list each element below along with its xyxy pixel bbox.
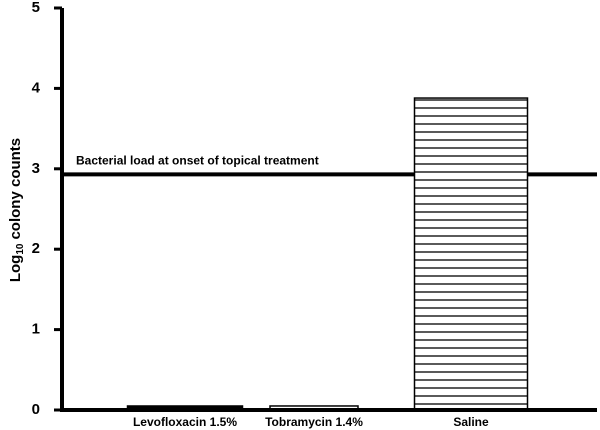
y-axis-label: Log10 colony counts: [7, 138, 26, 282]
y-tick-label: 3: [32, 160, 40, 177]
y-tick-label: 1: [32, 321, 40, 338]
y-tick-label: 0: [32, 401, 40, 418]
y-label-base: Log: [7, 255, 24, 283]
bar: [413, 97, 529, 411]
y-label-subscript: 10: [15, 243, 26, 255]
y-tick-label: 4: [32, 79, 41, 96]
y-label-suffix: colony counts: [7, 138, 24, 240]
y-tick-label: 2: [32, 240, 40, 257]
x-tick-label: Saline: [453, 415, 489, 429]
x-tick-label: Tobramycin 1.4%: [265, 415, 363, 429]
x-tick-label: Levofloxacin 1.5%: [133, 415, 237, 429]
reference-label: Bacterial load at onset of topical treat…: [76, 154, 319, 168]
y-tick-label: 5: [32, 0, 40, 16]
